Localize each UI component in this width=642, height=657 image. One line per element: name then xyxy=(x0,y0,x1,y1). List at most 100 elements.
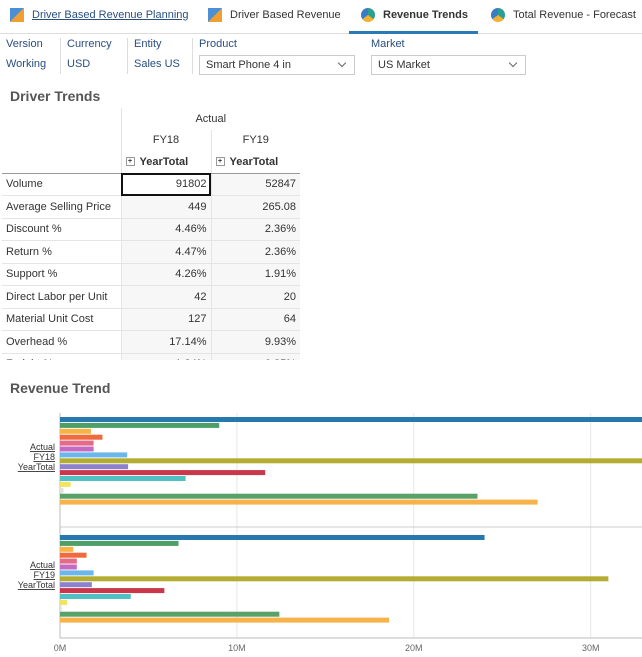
cell: 42 xyxy=(120,285,211,309)
tab[interactable]: Revenue Trends xyxy=(349,0,478,34)
dropdown[interactable]: US Market xyxy=(371,55,526,75)
pov-label: Entity xyxy=(134,38,162,50)
cell: 2.36% xyxy=(210,240,300,264)
bar xyxy=(60,487,64,493)
bar xyxy=(60,535,485,540)
category-label: FY19 xyxy=(33,570,55,580)
x-tick-label: 10M xyxy=(228,643,246,653)
period-header: + YearTotal xyxy=(210,151,300,174)
pov-item: Version Working xyxy=(6,38,46,70)
bar xyxy=(60,552,87,558)
data-row: Freight %1.84%0.85% xyxy=(2,353,300,360)
separator xyxy=(127,38,128,74)
bar xyxy=(60,428,91,434)
period-header: + YearTotal xyxy=(120,151,211,174)
category-label: YearTotal xyxy=(18,462,55,472)
data-row: Volume 91802 52847 xyxy=(2,173,300,196)
category-label: FY18 xyxy=(33,452,55,462)
pov-label: Version xyxy=(6,38,43,50)
data-row: Average Selling Price 449 265.08 xyxy=(2,195,300,219)
data-row: Discount % 4.46% 2.36% xyxy=(2,218,300,241)
tab-label[interactable]: Total Revenue - Forecast xyxy=(513,9,636,21)
data-row: Material Unit Cost 127 64 xyxy=(2,308,300,331)
pov-item: Currency USD xyxy=(67,38,112,70)
bar xyxy=(60,558,77,564)
tab-label[interactable]: Driver Based Revenue Planning xyxy=(32,9,189,21)
data-row: Support % 4.26% 1.91% xyxy=(2,263,300,286)
data-row: Return % 4.47% 2.36% xyxy=(2,240,300,264)
bar xyxy=(60,576,609,582)
pov-label: Market xyxy=(371,38,405,50)
bar xyxy=(60,417,642,422)
year-header: FY18 xyxy=(120,129,211,151)
cell: 449 xyxy=(120,195,211,219)
tab-label[interactable]: Revenue Trends xyxy=(383,9,468,21)
separator xyxy=(60,38,61,74)
data-row: Overhead % 17.14% 9.93% xyxy=(2,330,300,354)
dropdown[interactable]: Smart Phone 4 in xyxy=(199,55,355,75)
data-grid: Actual FY18 FY19 + YearTotal + YearTotal Volume… xyxy=(2,108,300,360)
x-tick-label: 20M xyxy=(405,643,423,653)
tab[interactable]: Driver Based Revenue xyxy=(208,0,341,31)
tab[interactable]: Driver Based Revenue Planning xyxy=(10,0,189,31)
row-label: Discount % xyxy=(2,218,121,241)
bar xyxy=(60,493,478,499)
tab-bar: Driver Based Revenue Planning Driver Bas… xyxy=(0,0,642,34)
cell: 4.47% xyxy=(120,240,211,264)
row-label: Overhead % xyxy=(2,330,121,354)
row-label: Material Unit Cost xyxy=(2,308,121,331)
bar xyxy=(60,422,220,428)
x-tick-label: 30M xyxy=(582,643,600,653)
row-label: Average Selling Price xyxy=(2,195,121,219)
bar xyxy=(60,540,179,546)
row-label: Volume xyxy=(2,173,121,196)
year-header: FY19 xyxy=(210,129,300,151)
bar xyxy=(60,564,77,570)
bar xyxy=(60,481,71,487)
pov-value: Sales US xyxy=(134,58,180,70)
pov-label: Product xyxy=(199,38,237,50)
expand-icon: + xyxy=(215,157,225,167)
pov-label: Currency xyxy=(67,38,112,50)
cell: 0.85% xyxy=(210,353,300,360)
bar xyxy=(60,464,129,470)
table: Actual FY18 FY19 + YearTotal + YearTotal Volume… xyxy=(2,108,300,360)
x-tick-label: 0M xyxy=(54,643,67,653)
cell: 2.36% xyxy=(210,218,300,241)
cell: 265.08 xyxy=(210,195,300,219)
bar xyxy=(60,605,62,611)
tab[interactable]: Total Revenue - Forecast xyxy=(491,0,636,31)
row-label: Freight % xyxy=(2,353,121,360)
bar xyxy=(60,470,266,476)
cell: 4.26% xyxy=(120,263,211,286)
row-label: Return % xyxy=(2,240,121,264)
bar xyxy=(60,617,390,623)
separator xyxy=(192,38,193,74)
tab-label[interactable]: Driver Based Revenue xyxy=(230,9,341,21)
section-title: Driver Trends xyxy=(10,88,101,104)
bar xyxy=(60,476,186,481)
row-label: Direct Labor per Unit xyxy=(2,285,121,309)
cell: 9.93% xyxy=(210,330,300,354)
category-label: YearTotal xyxy=(18,580,55,590)
cell: 1.91% xyxy=(210,263,300,286)
pov-item: Market US Market xyxy=(371,38,526,75)
bar xyxy=(60,440,94,446)
header-row: FY18 FY19 xyxy=(2,129,300,151)
plot-area xyxy=(60,417,642,623)
bar xyxy=(60,452,128,458)
bar xyxy=(60,446,94,452)
cell: 91802 xyxy=(120,173,211,196)
bar xyxy=(60,588,165,594)
header-row: Actual xyxy=(2,108,300,130)
cell: 52847 xyxy=(210,173,300,196)
cell: 64 xyxy=(210,308,300,331)
header-row: + YearTotal + YearTotal xyxy=(2,151,300,174)
cell: 17.14% xyxy=(120,330,211,354)
data-row: Direct Labor per Unit 42 20 xyxy=(2,285,300,309)
period-label: YearTotal xyxy=(139,155,189,168)
bar xyxy=(60,570,94,576)
pov-value: Working xyxy=(6,58,47,70)
